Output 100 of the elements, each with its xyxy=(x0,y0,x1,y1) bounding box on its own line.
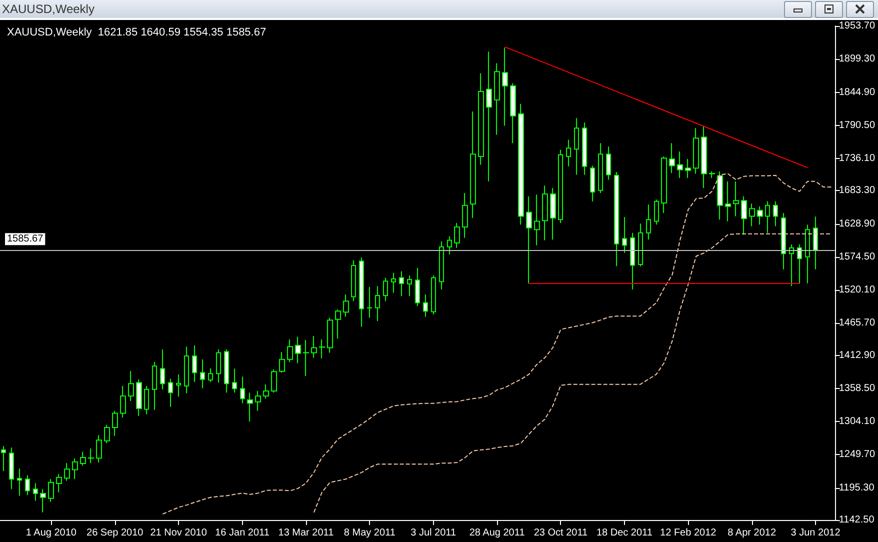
x-tick-label: 13 Mar 2011 xyxy=(278,528,334,538)
y-tick-label: 1574.50 xyxy=(838,251,876,262)
x-tick-label: 28 Aug 2011 xyxy=(469,528,526,538)
candlestick xyxy=(797,244,802,284)
candlestick xyxy=(415,267,420,307)
candlestick xyxy=(789,244,794,287)
candlestick xyxy=(423,294,428,318)
candlestick xyxy=(279,352,285,374)
candlestick xyxy=(773,200,778,227)
x-tick-label: 12 Feb 2012 xyxy=(660,528,717,538)
ref-line-label: 1585.67 xyxy=(7,234,44,245)
candlestick xyxy=(136,378,142,416)
candlestick xyxy=(661,156,667,214)
candlestick xyxy=(813,216,818,270)
candlestick xyxy=(606,146,611,180)
x-tick-label: 3 Jul 2011 xyxy=(410,528,456,538)
candlestick xyxy=(88,448,94,464)
y-tick-label: 1790.50 xyxy=(838,120,876,131)
candlestick xyxy=(781,212,786,270)
candlestick xyxy=(757,206,763,226)
candlestick xyxy=(717,170,723,220)
candlestick xyxy=(383,277,388,302)
candlestick xyxy=(725,180,731,222)
candlestick xyxy=(128,370,134,402)
candlestick xyxy=(733,180,739,217)
candlestick xyxy=(40,488,46,513)
x-tick-label: 21 Nov 2010 xyxy=(150,528,208,538)
x-tick-label: 23 Oct 2011 xyxy=(534,528,588,538)
x-tick-label: 26 Sep 2010 xyxy=(86,528,144,538)
candlestick xyxy=(33,482,38,502)
candlestick xyxy=(176,374,181,398)
candlestick xyxy=(25,474,30,496)
y-tick-label: 1899.30 xyxy=(838,54,876,65)
candlestick xyxy=(335,308,341,340)
candlestick xyxy=(462,192,468,238)
candlestick xyxy=(120,385,126,418)
y-tick-label: 1683.30 xyxy=(838,185,876,196)
y-tick-label: 1142.50 xyxy=(838,514,875,526)
candlestick xyxy=(431,274,436,315)
candlestick xyxy=(200,358,205,389)
candlestick xyxy=(17,468,22,496)
candlestick xyxy=(359,257,364,328)
candlestick xyxy=(654,199,659,226)
candlestick xyxy=(311,336,317,358)
y-tick-label: 1412.90 xyxy=(838,350,876,361)
candlestick xyxy=(598,142,603,194)
candlestick xyxy=(526,196,532,284)
candlestick xyxy=(72,458,78,480)
candlestick xyxy=(48,478,54,502)
candlestick xyxy=(550,188,556,240)
y-tick-label: 1195.30 xyxy=(838,482,875,494)
candlestick xyxy=(510,82,516,144)
candlestick xyxy=(566,139,571,167)
candlestick xyxy=(208,368,213,382)
candlestick xyxy=(80,451,86,466)
candlestick xyxy=(701,126,707,189)
y-tick-label: 1465.70 xyxy=(838,318,876,329)
candlestick xyxy=(343,294,349,318)
y-tick-label: 1628.90 xyxy=(838,218,876,230)
candlestick xyxy=(765,200,770,234)
candlestick xyxy=(391,272,396,294)
candlestick xyxy=(447,236,452,256)
candlestick xyxy=(112,410,118,436)
candlestick xyxy=(232,368,237,394)
candlestick xyxy=(287,338,293,362)
candlestick xyxy=(144,385,149,415)
x-tick-label: 8 May 2011 xyxy=(344,528,396,538)
candlestick xyxy=(64,462,70,482)
candlestick xyxy=(749,203,755,227)
candlestick xyxy=(439,240,444,290)
candlestick xyxy=(240,376,245,404)
candlestick xyxy=(669,142,675,174)
candlestick xyxy=(741,196,747,236)
candlestick xyxy=(574,118,579,176)
y-tick-label: 1844.90 xyxy=(838,86,876,98)
candlestick xyxy=(399,270,404,297)
y-tick-label: 1304.10 xyxy=(838,416,876,428)
candlestick xyxy=(319,338,325,359)
candlestick xyxy=(303,340,309,376)
candlestick xyxy=(375,286,380,322)
candlestick xyxy=(216,348,221,384)
y-tick-label: 1736.10 xyxy=(838,153,876,164)
candlestick xyxy=(104,424,110,444)
chart-subtitle: XAUUSD,Weekly 1621.85 1640.59 1554.35 1585.67 xyxy=(7,26,266,38)
candlestick xyxy=(502,47,508,126)
y-tick-label: 1249.70 xyxy=(838,449,876,460)
candlestick xyxy=(327,317,333,354)
candlestick xyxy=(454,222,460,248)
candlestick xyxy=(351,260,356,302)
candlestick xyxy=(168,378,173,408)
candlestick xyxy=(486,51,492,182)
candlestick xyxy=(494,62,500,136)
candlestick xyxy=(805,224,810,284)
candlestick xyxy=(677,150,683,178)
candlestick xyxy=(518,103,524,226)
x-tick-label: 3 Jun 2012 xyxy=(790,528,841,538)
candlestick xyxy=(558,149,563,224)
x-tick-label: 8 Apr 2012 xyxy=(728,528,776,538)
candlestick xyxy=(534,194,540,246)
candlestick xyxy=(590,165,595,202)
